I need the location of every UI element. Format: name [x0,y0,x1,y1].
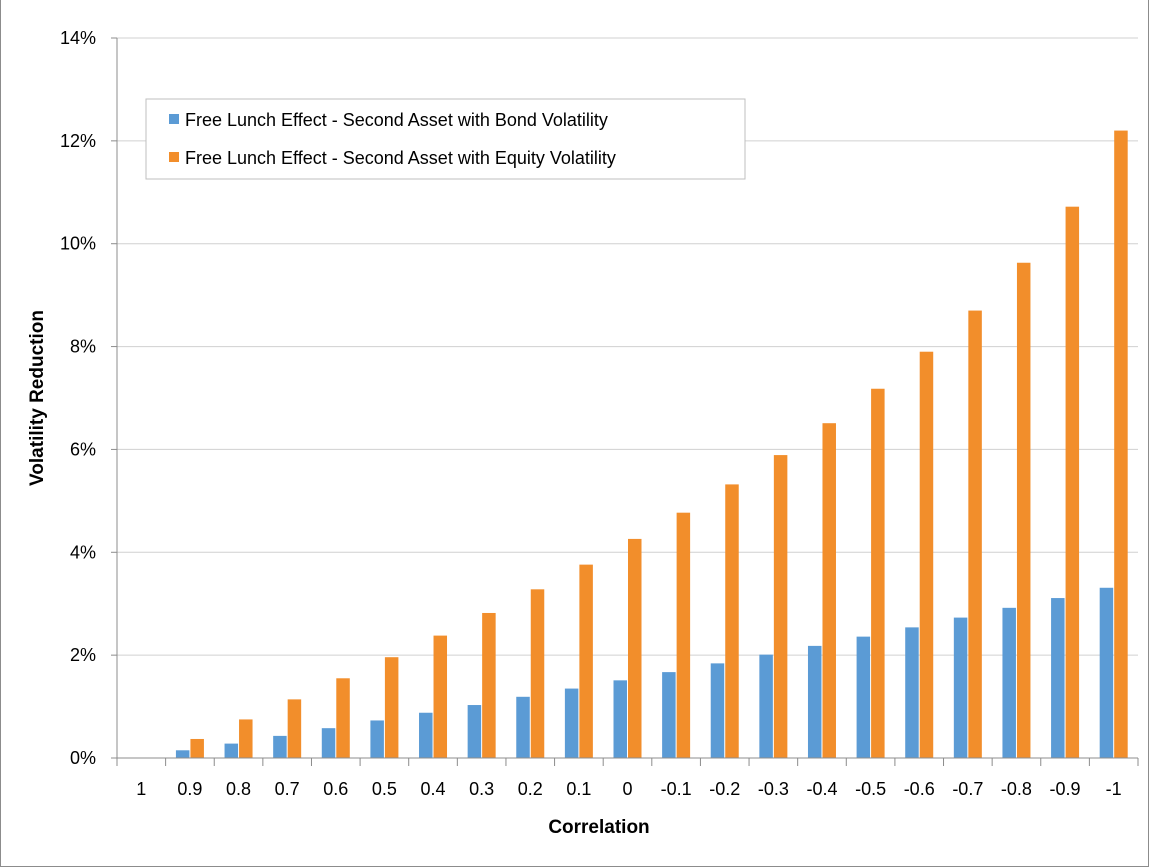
y-tick-label: 4% [70,542,96,562]
x-tick-label: -0.6 [904,779,935,799]
x-tick-label: -0.7 [952,779,983,799]
x-tick-label: 0.3 [469,779,494,799]
bar-equity-volatility [1065,206,1080,758]
bar-equity-volatility [822,423,836,758]
x-tick-label: -0.5 [855,779,886,799]
bar-bond-volatility [273,735,287,758]
x-axis-ticks: 1 0.9 0.8 0.7 0.6 0.5 0.4 0.3 0.2 0.1 0 -0.1 -0.2 -0.… [116,758,1139,799]
legend-label-bond: Free Lunch Effect - Second Asset with Bo… [185,110,608,130]
x-tick-label: 0.1 [566,779,591,799]
bar-equity-volatility [239,719,253,758]
bar-bond-volatility [759,654,773,758]
bar-equity-volatility [1016,262,1031,758]
bar-equity-volatility [482,612,496,758]
x-tick-label: -0.2 [709,779,740,799]
bar-bond-volatility [807,645,822,758]
x-tick-label: -0.3 [758,779,789,799]
bar-equity-volatility [725,484,739,758]
y-tick-label: 12% [60,131,96,151]
bar-bond-volatility [224,743,239,758]
bar-equity-volatility [190,738,204,758]
bar-bond-volatility [1051,598,1065,758]
x-tick-label: 0.9 [177,779,202,799]
bar-equity-volatility [384,657,399,758]
bar-bond-volatility [905,627,919,758]
bar-equity-volatility [530,589,545,758]
y-tick-label: 2% [70,645,96,665]
bar-equity-volatility [1114,130,1128,759]
bar-bond-volatility [516,696,530,758]
x-tick-label: 0.4 [421,779,446,799]
x-tick-label: -0.9 [1050,779,1081,799]
x-tick-label: -1 [1106,779,1122,799]
bar-equity-volatility [919,351,934,758]
legend-label-equity: Free Lunch Effect - Second Asset with Eq… [185,148,616,168]
bar-bond-volatility [175,750,190,758]
bar-equity-volatility [579,564,593,758]
x-tick-label: 0.8 [226,779,251,799]
bar-bond-volatility [662,672,676,758]
bar-equity-volatility [676,512,691,758]
x-axis-title: Correlation [548,817,649,838]
x-tick-label: -0.4 [806,779,837,799]
x-axis [116,38,1138,759]
y-tick-label: 0% [70,748,96,768]
gridlines [117,37,1138,656]
bar-bond-volatility [1099,587,1114,758]
bar-bond-volatility [564,688,579,758]
x-tick-label: -0.8 [1001,779,1032,799]
y-tick-label: 8% [70,337,96,357]
bar-bond-volatility [467,705,482,758]
x-tick-label: 1 [136,779,146,799]
bar-equity-volatility [433,635,448,758]
bar-bond-volatility [613,680,627,758]
bar-equity-volatility [628,538,642,758]
legend-swatch-equity [169,152,179,162]
x-tick-label: 0.5 [372,779,397,799]
legend-box [145,98,746,180]
y-tick-label: 14% [60,28,96,48]
bar-equity-volatility [336,678,350,758]
bar-equity-volatility [871,388,885,758]
bar-bond-volatility [419,712,433,758]
bar-bond-volatility [710,663,725,758]
y-tick-label: 6% [70,439,96,459]
legend: Free Lunch Effect - Second Asset with Bo… [145,98,746,180]
bars [175,130,1128,759]
bar-bond-volatility [953,617,968,758]
y-axis-ticks: 0% 2% 4% 6% 8% 10% 12% 14% [60,28,117,768]
y-axis-title: Volatility Reduction [27,310,48,486]
y-tick-label: 10% [60,234,96,254]
bar-bond-volatility [1002,607,1016,758]
bar-bond-volatility [321,728,336,758]
bar-equity-volatility [287,699,302,758]
bar-equity-volatility [773,455,788,758]
x-tick-label: 0.2 [518,779,543,799]
bar-bond-volatility [370,720,384,758]
x-tick-label: 0.6 [323,779,348,799]
x-tick-label: -0.1 [661,779,692,799]
bar-bond-volatility [856,636,871,758]
x-tick-label: 0.7 [275,779,300,799]
x-tick-label: 0 [622,779,632,799]
legend-swatch-bond [169,114,179,124]
bar-equity-volatility [968,310,982,758]
